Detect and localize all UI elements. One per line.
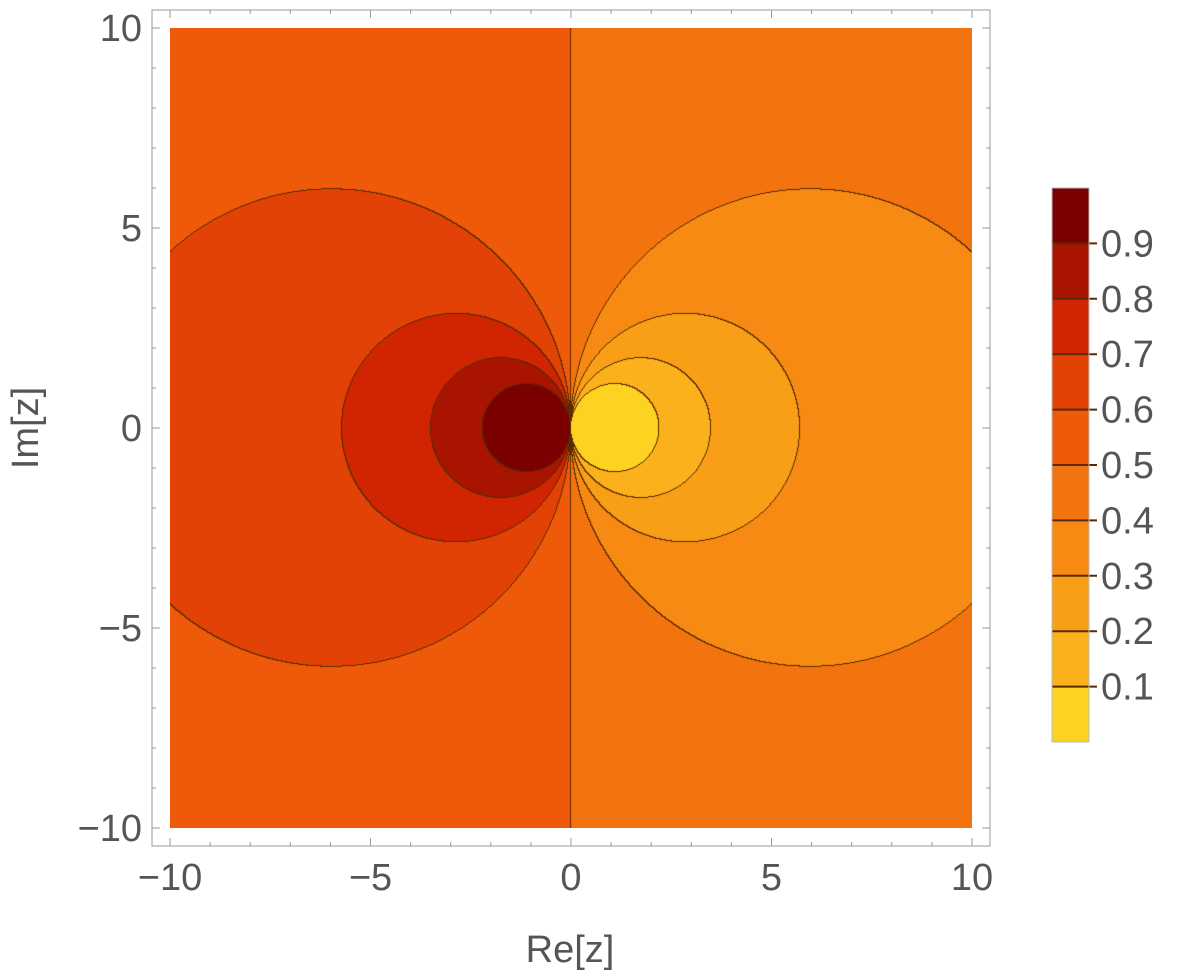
legend-swatch (1052, 188, 1089, 244)
legend-label: 0.8 (1101, 279, 1154, 321)
legend-label: 0.7 (1101, 334, 1154, 376)
legend-swatch (1052, 243, 1089, 299)
legend-swatch (1052, 520, 1089, 576)
y-axis-label: Im[z] (5, 387, 47, 469)
legend-swatch (1052, 575, 1089, 632)
y-tick-label: 10 (100, 8, 142, 50)
legend-label: 0.4 (1101, 500, 1154, 542)
x-axis-label: Re[z] (526, 929, 615, 971)
legend-swatch (1052, 631, 1089, 687)
legend-label: 0.1 (1101, 667, 1154, 709)
legend-label: 0.2 (1101, 611, 1154, 653)
legend-label: 0.5 (1101, 445, 1154, 487)
legend-swatch (1052, 409, 1089, 465)
y-tick-label: −5 (99, 608, 142, 650)
legend-swatch (1052, 465, 1089, 521)
legend-label: 0.6 (1101, 390, 1154, 432)
x-axis-ticks: −10 −5 0 5 10 (138, 10, 993, 899)
y-tick-label: −10 (78, 808, 142, 850)
x-tick-label: 5 (761, 857, 782, 899)
legend-swatch (1052, 686, 1089, 742)
legend-swatch (1052, 298, 1089, 355)
y-tick-label: 5 (121, 208, 142, 250)
legend-swatch (1052, 354, 1089, 410)
color-legend: 0.1 0.2 0.3 0.4 0.5 0.6 0.7 0.8 0.9 (1051, 187, 1154, 743)
plot-area (170, 28, 972, 828)
legend-border (1051, 187, 1090, 743)
y-axis-ticks: −10 −5 0 5 10 (78, 8, 990, 850)
legend-label: 0.9 (1101, 223, 1154, 265)
y-tick-label: 0 (121, 408, 142, 450)
x-tick-label: −5 (349, 857, 392, 899)
legend-label: 0.3 (1101, 556, 1154, 598)
contour-field (170, 28, 972, 828)
x-tick-label: 10 (951, 857, 993, 899)
x-tick-label: 0 (560, 857, 581, 899)
x-tick-label: −10 (138, 857, 202, 899)
